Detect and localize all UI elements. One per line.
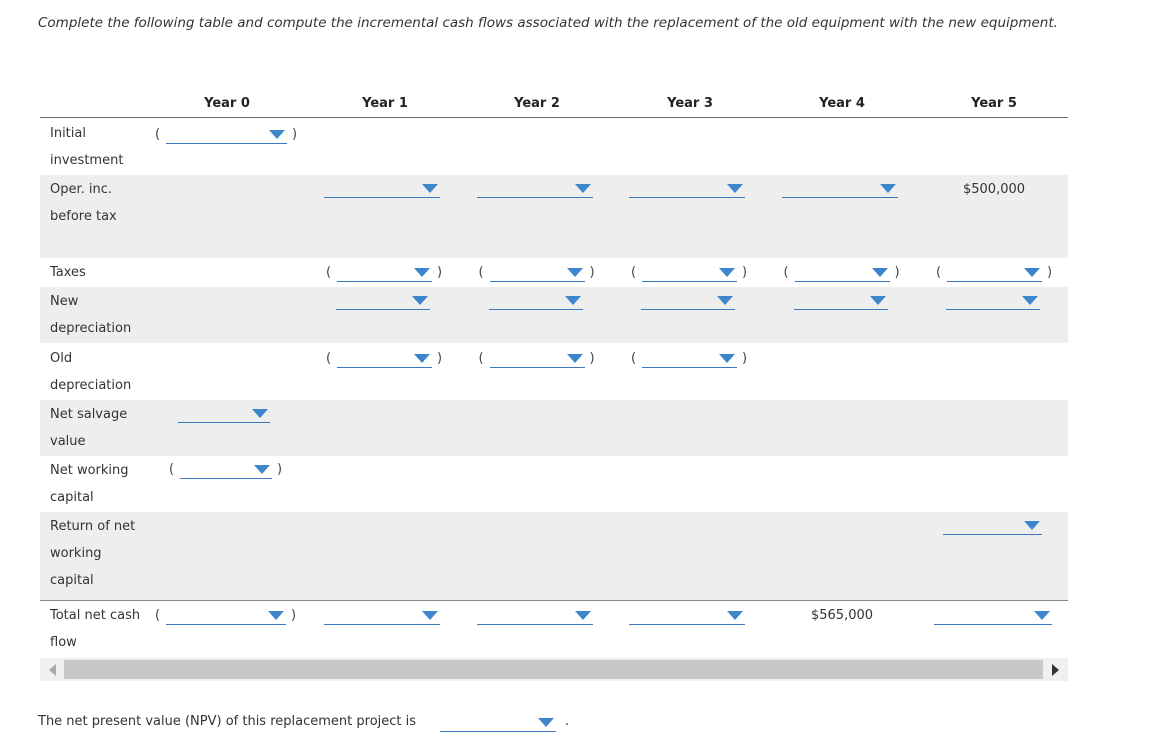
paren: ) bbox=[437, 351, 443, 366]
paren: ) bbox=[742, 351, 748, 366]
row-bg bbox=[40, 400, 1068, 456]
row-bg bbox=[40, 175, 1068, 258]
dropdown[interactable] bbox=[943, 516, 1042, 535]
paren: ( bbox=[326, 351, 332, 366]
row-label: Net working capital bbox=[50, 463, 129, 505]
dropdown[interactable] bbox=[782, 179, 898, 198]
column-header: Year 1 bbox=[362, 96, 408, 111]
column-header: Year 4 bbox=[819, 96, 865, 111]
dropdown[interactable] bbox=[793, 291, 888, 310]
row-label: Taxes bbox=[50, 265, 86, 280]
dropdown[interactable] bbox=[324, 606, 440, 625]
cell-value: $565,000 bbox=[810, 608, 874, 623]
cell-value: $500,000 bbox=[962, 182, 1026, 197]
row-label: Old depreciation bbox=[50, 351, 132, 393]
dropdown[interactable] bbox=[440, 713, 556, 732]
row-label: New depreciation bbox=[50, 294, 132, 336]
dropdown[interactable] bbox=[629, 606, 745, 625]
paren: ( bbox=[936, 265, 942, 280]
dropdown[interactable] bbox=[477, 179, 593, 198]
column-header: Year 2 bbox=[514, 96, 560, 111]
row-label: Oper. inc. before tax bbox=[50, 182, 117, 224]
paren: ) bbox=[277, 462, 283, 477]
dropdown[interactable] bbox=[489, 263, 585, 282]
paren: ( bbox=[155, 127, 161, 142]
scroll-thumb[interactable] bbox=[64, 660, 1043, 679]
row-label: Return of net working capital bbox=[50, 519, 136, 588]
paren: ( bbox=[631, 265, 637, 280]
scrollbar[interactable] bbox=[40, 658, 1068, 681]
paren: ) bbox=[894, 265, 900, 280]
column-header: Year 0 bbox=[204, 96, 250, 111]
dropdown[interactable] bbox=[642, 349, 737, 368]
dropdown[interactable] bbox=[166, 125, 287, 144]
dropdown[interactable] bbox=[641, 291, 735, 310]
row-label: Initial investment bbox=[50, 126, 124, 168]
dropdown[interactable] bbox=[336, 291, 430, 310]
paren: ) bbox=[437, 265, 443, 280]
paren: ( bbox=[631, 351, 637, 366]
paren: ( bbox=[326, 265, 332, 280]
row-label: Net salvage value bbox=[50, 407, 128, 449]
dropdown[interactable] bbox=[642, 263, 737, 282]
dropdown[interactable] bbox=[337, 263, 432, 282]
dropdown[interactable] bbox=[629, 179, 745, 198]
paren: ) bbox=[589, 265, 595, 280]
dropdown[interactable] bbox=[947, 263, 1042, 282]
dropdown[interactable] bbox=[337, 349, 432, 368]
npv-prompt: The net present value (NPV) of this repl… bbox=[38, 714, 417, 729]
paren: ( bbox=[478, 351, 484, 366]
dropdown[interactable] bbox=[934, 606, 1052, 625]
header-rule bbox=[40, 117, 1068, 118]
paren: ( bbox=[478, 265, 484, 280]
npv-end: . bbox=[565, 714, 570, 729]
paren: ) bbox=[589, 351, 595, 366]
total-rule bbox=[40, 600, 1068, 601]
paren: ) bbox=[1047, 265, 1053, 280]
row-bg bbox=[40, 287, 1068, 343]
paren: ) bbox=[291, 608, 297, 623]
dropdown[interactable] bbox=[489, 349, 585, 368]
dropdown[interactable] bbox=[794, 263, 890, 282]
scroll-right[interactable] bbox=[1052, 664, 1059, 676]
row-label: Total net cash flow bbox=[50, 608, 141, 650]
dropdown[interactable] bbox=[946, 291, 1040, 310]
paren: ( bbox=[783, 265, 789, 280]
instruction: Complete the following table and compute… bbox=[38, 15, 1058, 31]
column-header: Year 5 bbox=[971, 96, 1017, 111]
dropdown[interactable] bbox=[166, 606, 286, 625]
dropdown[interactable] bbox=[180, 460, 272, 479]
column-header: Year 3 bbox=[667, 96, 713, 111]
dropdown[interactable] bbox=[477, 606, 593, 625]
paren: ) bbox=[292, 127, 298, 142]
paren: ( bbox=[155, 608, 161, 623]
scroll-left[interactable] bbox=[49, 664, 56, 676]
dropdown[interactable] bbox=[324, 179, 440, 198]
dropdown[interactable] bbox=[178, 404, 270, 423]
paren: ) bbox=[742, 265, 748, 280]
dropdown[interactable] bbox=[488, 291, 583, 310]
paren: ( bbox=[169, 462, 175, 477]
row-bg bbox=[40, 512, 1068, 600]
